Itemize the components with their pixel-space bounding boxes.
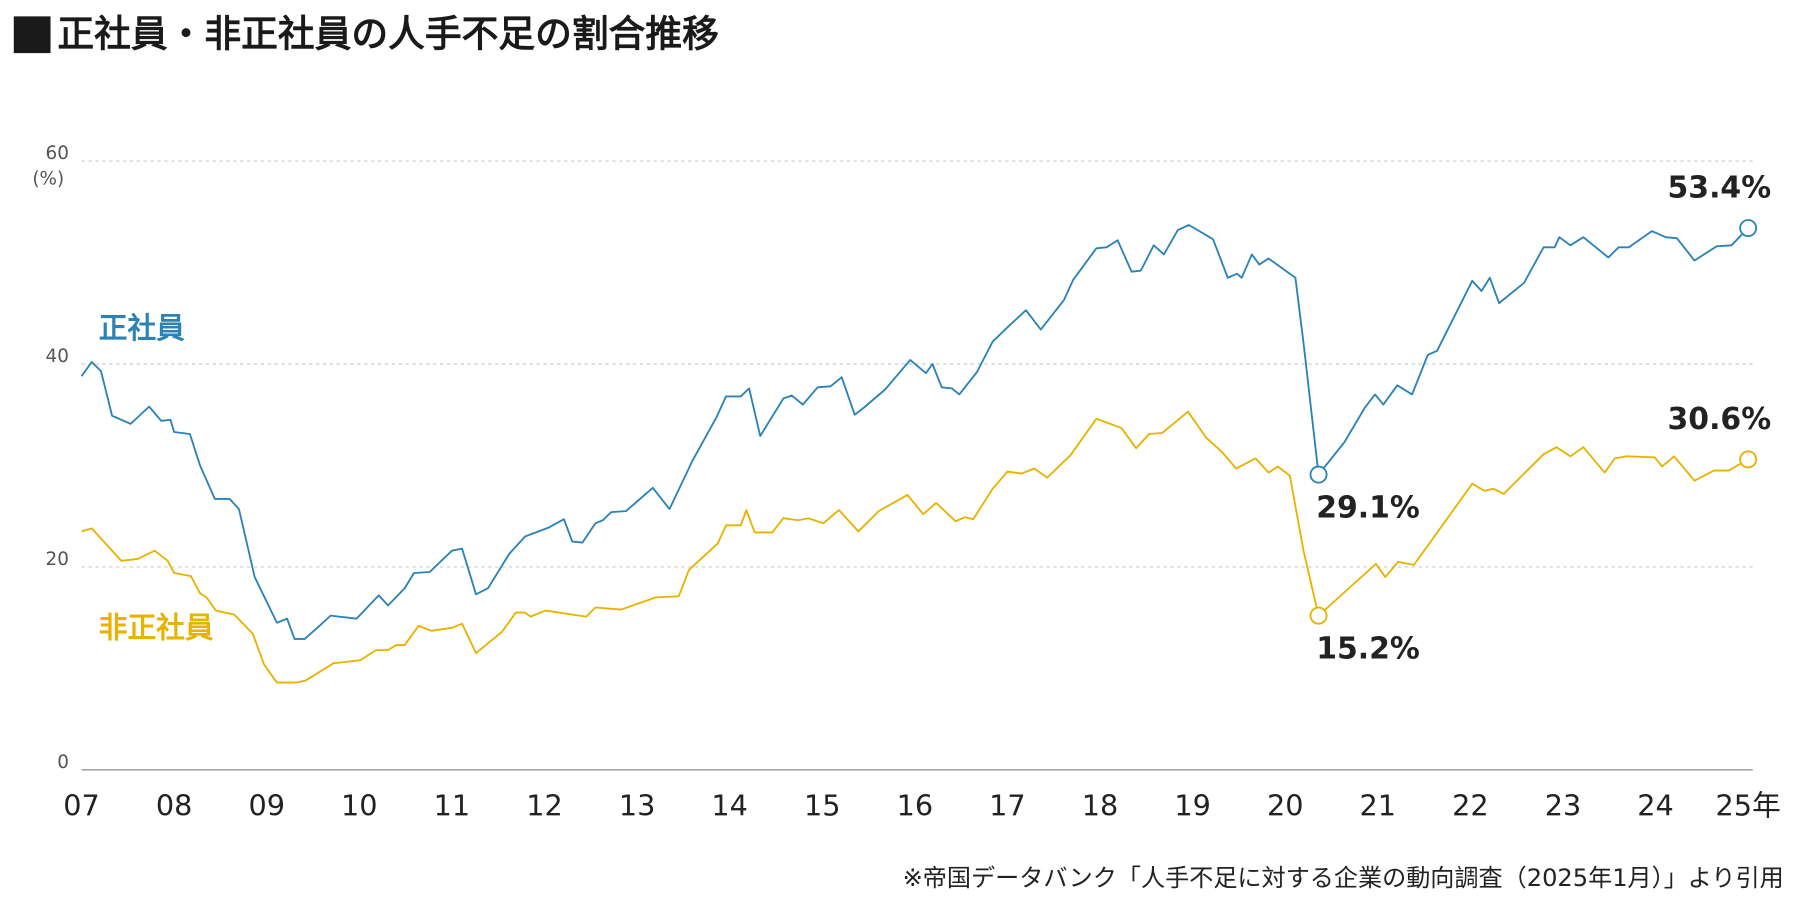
point-marker [1739,219,1758,238]
value-label: 53.4% [1668,170,1772,205]
point-marker [1309,465,1328,484]
series-label: 正社員 [99,311,185,345]
x-tick-label: 22 [1452,789,1489,823]
x-tick-label: 20 [1267,789,1304,823]
series-line [81,410,1749,684]
x-tick-label: 16 [897,789,934,823]
chart-title: 正社員・非正社員の人手不足の割合推移 [57,12,719,55]
x-tick-label: 12 [526,789,563,823]
point-marker [1309,606,1328,625]
x-tick-label: 09 [248,789,285,823]
x-tick-label: 14 [711,789,748,823]
x-tick-label: 19 [1174,789,1211,823]
x-tick-label: 15 [804,789,841,823]
y-tick-label: 40 [46,346,69,367]
x-tick-label: 23 [1545,789,1582,823]
source-note: ※帝国データバンク「人手不足に対する企業の動向調査（2025年1月）」より引用 [903,864,1784,892]
series-label: 非正社員 [99,611,214,645]
series-line [80,224,1749,640]
x-tick-label: 18 [1082,789,1119,823]
x-tick-label: 21 [1360,789,1397,823]
value-label: 15.2% [1316,632,1420,667]
y-unit: (%) [32,168,64,189]
x-tick-label: 11 [434,789,471,823]
x-tick-label: 13 [619,789,656,823]
y-tick-label: 60 [46,143,69,164]
x-tick-label: 25年 [1716,789,1781,823]
x-tick-label: 10 [341,789,378,823]
y-tick-label: 20 [46,549,69,570]
x-tick-label: 24 [1637,789,1674,823]
y-tick-label: 0 [57,752,69,773]
title-marker [13,16,51,54]
x-tick-label: 07 [63,789,100,823]
x-tick-label: 08 [156,789,193,823]
point-marker [1739,450,1758,469]
value-label: 29.1% [1316,491,1420,526]
x-tick-label: 17 [989,789,1026,823]
value-label: 30.6% [1668,402,1772,437]
